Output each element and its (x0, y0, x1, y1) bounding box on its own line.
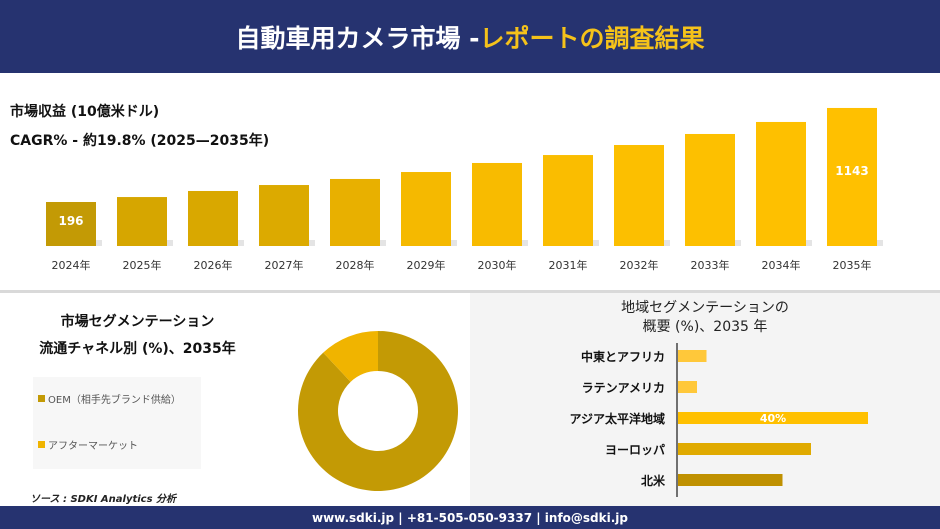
bar-2029年 (401, 172, 451, 246)
bar-2031年 (543, 155, 593, 246)
source-note: ソース : SDKI Analytics 分析 (30, 494, 177, 505)
legend-item-oem: OEM（相手先ブランド供給） (38, 391, 181, 406)
cagr-label: CAGR% - 約19.8% (2025—2035年) (10, 133, 270, 149)
title-highlight: レポートの調査結果 (479, 23, 705, 53)
x-tick-label: 2029年 (407, 258, 446, 272)
x-tick-label: 2032年 (620, 258, 659, 272)
y-tick-label: 北米 (641, 473, 666, 488)
donut-slice (323, 331, 378, 382)
bar-2025年 (117, 197, 167, 246)
y-tick-label: アジア太平洋地域 (569, 411, 665, 426)
x-tick-label: 2025年 (123, 258, 162, 272)
bar-ヨーロッパ (678, 443, 811, 455)
page-header: 自動車用カメラ市場 - レポートの調査結果 (0, 0, 940, 73)
y-tick-label: ヨーロッパ (605, 443, 665, 457)
x-tick-label: 2024年 (52, 258, 91, 272)
bar-アジア太平洋地域 (678, 412, 868, 424)
legend-item-aftermarket: アフターマーケット (38, 437, 138, 452)
bar-北米 (678, 474, 783, 486)
bar-2028年 (330, 178, 380, 246)
bar-2035年 (827, 107, 877, 246)
x-tick-label: 2030年 (478, 258, 517, 272)
bar-2027年 (259, 185, 309, 246)
bar-ラテンアメリカ (678, 381, 697, 393)
region-segment-panel: 地域セグメンテーションの 概要 (%)、2035 年 中東とアフリカ ラテンアメリ… (470, 293, 940, 506)
x-tick-label: 2027年 (265, 258, 304, 272)
bar-2032年 (614, 145, 664, 246)
x-tick-label: 2034年 (762, 258, 801, 272)
bar-中東とアフリカ (678, 350, 707, 362)
legend-swatch (38, 395, 45, 402)
x-tick-label: 2026年 (194, 258, 233, 272)
footer-contact: www.sdki.jp | +81-505-050-9337 | info@sd… (0, 506, 940, 529)
y-tick-label: 中東とアフリカ (581, 349, 665, 364)
x-tick-label: 2028年 (336, 258, 375, 272)
bar-2034年 (756, 121, 806, 246)
legend-swatch (38, 441, 45, 448)
bar-2033年 (685, 133, 735, 246)
segment-title-2: 流通チャネル別 (%)、2035年 (39, 341, 236, 357)
region-title-1: 地域セグメンテーションの (621, 300, 789, 316)
donut-legend: OEM（相手先ブランド供給） アフターマーケット (33, 377, 201, 469)
y-tick-label: ラテンアメリカ (582, 381, 665, 395)
revenue-section: 2024年 196 2025年 2026年 2027年 2028年 2029年 2030年 20… (0, 73, 940, 291)
bar-2024年 (46, 202, 96, 246)
revenue-label: 市場収益 (10億米ドル) (10, 104, 160, 120)
region-title-2: 概要 (%)、2035 年 (642, 319, 768, 335)
data-label: 196 (58, 214, 83, 228)
data-label: 40% (760, 412, 786, 425)
bar-2026年 (188, 190, 238, 246)
segment-title-1: 市場セグメンテーション (60, 314, 215, 330)
donut-slice (298, 331, 458, 491)
legend-label: アフターマーケット (48, 441, 138, 452)
legend-label: OEM（相手先ブランド供給） (48, 395, 181, 406)
title-main: 自動車用カメラ市場 - (235, 23, 480, 53)
section-divider (0, 290, 940, 293)
x-tick-label: 2035年 (833, 258, 872, 272)
channel-donut-chart (298, 331, 458, 491)
channel-segment-panel: 市場セグメンテーション 流通チャネル別 (%)、2035年 OEM（相手先ブラン… (0, 293, 470, 506)
x-tick-label: 2033年 (691, 258, 730, 272)
data-label: 1143 (835, 164, 868, 178)
x-tick-label: 2031年 (549, 258, 588, 272)
bar-2030年 (472, 162, 522, 246)
revenue-bar-chart: 2024年 196 2025年 2026年 2027年 2028年 2029年 2030年 20… (46, 107, 883, 272)
